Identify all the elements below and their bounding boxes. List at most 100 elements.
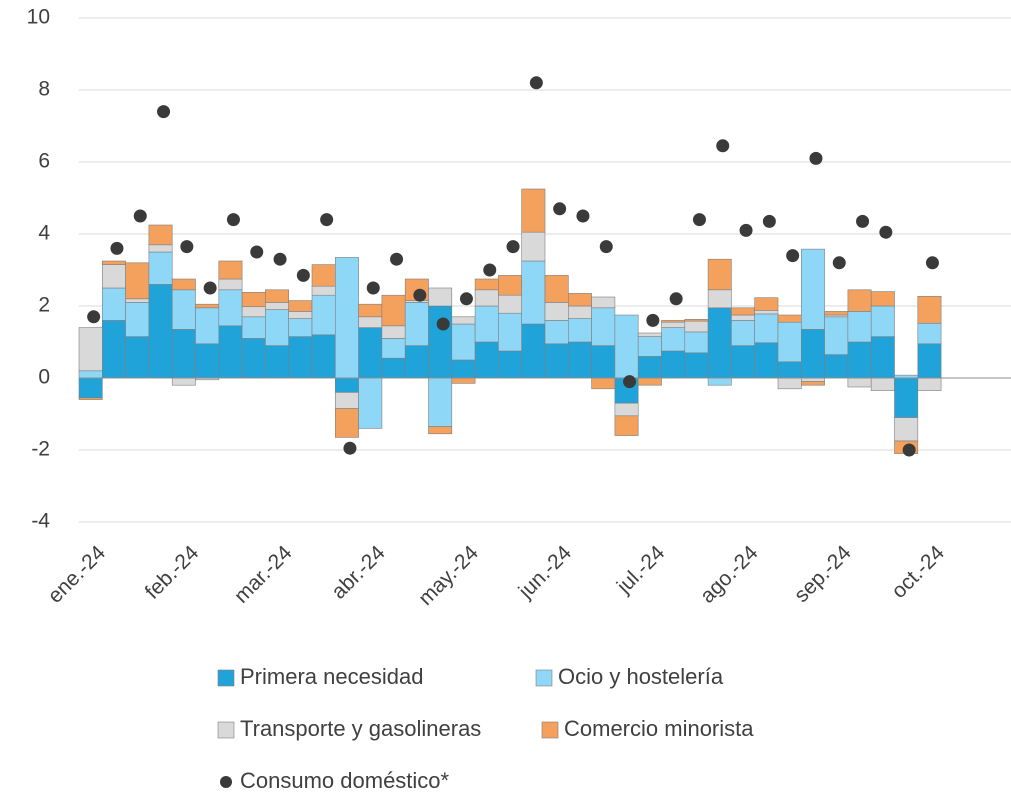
bar-segment — [171, 329, 196, 379]
bar-segment — [824, 311, 849, 316]
bar-segment — [894, 377, 919, 418]
bar-segment — [754, 297, 779, 311]
y-tick-label: -4 — [31, 510, 50, 533]
bar-segment — [428, 305, 453, 379]
point — [87, 310, 101, 324]
bar-segment — [567, 293, 592, 307]
bar-segment — [684, 320, 709, 333]
bar-segment — [544, 320, 569, 345]
bar-segment — [148, 244, 173, 253]
bar-segment — [498, 275, 522, 296]
y-tick-label: 10 — [27, 6, 50, 29]
bar-segment — [288, 311, 313, 319]
bar-segment — [195, 307, 220, 345]
bar-segment — [218, 289, 243, 327]
bar-segment — [591, 345, 616, 379]
bar-segment — [125, 262, 150, 300]
bar-segment — [800, 329, 825, 379]
point — [529, 76, 543, 90]
bar-segment — [451, 316, 476, 325]
point — [273, 252, 287, 266]
bar-segment — [334, 392, 359, 409]
bar-segment — [707, 258, 732, 291]
bar-segment — [591, 377, 616, 390]
x-tick-label: abr.-24 — [327, 541, 390, 604]
bar-segment — [614, 402, 639, 417]
point — [623, 375, 637, 389]
legend-label: Primera necesidad — [240, 664, 423, 689]
point — [879, 225, 893, 239]
bar-segment — [148, 224, 173, 246]
point — [832, 256, 846, 270]
bar-segment — [614, 314, 639, 379]
bar-segment — [684, 352, 709, 379]
bar-segment — [661, 321, 686, 328]
bar-segment — [265, 302, 289, 310]
point — [809, 151, 823, 165]
point — [483, 263, 497, 277]
y-tick-label: 6 — [38, 150, 50, 173]
bar-segment — [870, 336, 895, 379]
point — [203, 281, 217, 295]
point — [902, 443, 916, 457]
bar-segment — [544, 302, 569, 321]
bar-segment — [731, 345, 756, 379]
bar-segment — [474, 305, 499, 343]
bar-segment — [381, 294, 406, 327]
point — [390, 252, 404, 266]
point — [296, 268, 310, 282]
bar-segment — [637, 377, 662, 386]
bar-segment — [731, 307, 756, 316]
bar-segment — [777, 377, 802, 390]
bar-segment — [498, 294, 522, 314]
bar-segment — [591, 307, 616, 346]
bar-segment — [917, 377, 942, 391]
point — [157, 105, 171, 119]
x-tick-label: feb.-24 — [141, 541, 204, 604]
bar-segment — [404, 345, 429, 379]
legend-label: Comercio minorista — [564, 716, 754, 741]
bar-segment — [684, 319, 709, 322]
bar-segment — [78, 377, 103, 399]
bar-segment — [218, 260, 243, 280]
legend-swatch — [535, 669, 553, 687]
bar-segment — [428, 426, 453, 435]
bar-segment — [661, 320, 686, 323]
bar-segment — [800, 377, 825, 382]
point — [762, 214, 776, 228]
legend-swatch — [217, 669, 235, 687]
bar-segment — [544, 343, 569, 379]
bar-segment — [521, 188, 546, 233]
bar-segment — [358, 316, 383, 328]
legend-label: Transporte y gasolineras — [240, 716, 481, 741]
bar-segment — [78, 397, 103, 400]
y-tick-label: 2 — [38, 294, 50, 317]
bar-segment — [195, 303, 220, 309]
bar-segment — [661, 327, 686, 352]
bar-segment — [148, 284, 173, 379]
bar-segment — [311, 285, 336, 296]
bar-segment — [334, 377, 359, 393]
point — [553, 202, 567, 216]
x-tick-label: jun.-24 — [514, 541, 577, 604]
bar-segment — [381, 338, 406, 359]
bar-segment — [824, 354, 849, 379]
bar-segment — [474, 278, 499, 291]
bar-segment — [894, 417, 919, 442]
bar-segment — [870, 305, 895, 337]
x-tick-label: mar.-24 — [230, 541, 297, 608]
bar-segment — [451, 359, 476, 379]
bar-segment — [148, 251, 173, 285]
bar-segment — [241, 306, 266, 318]
point — [436, 317, 450, 331]
point — [459, 292, 473, 306]
bar-segment — [288, 318, 313, 337]
bar-segment — [684, 331, 709, 354]
bar-segment — [311, 294, 336, 336]
point — [413, 288, 427, 302]
x-tick-label: jul.-24 — [612, 541, 670, 599]
bar-segment — [288, 300, 313, 312]
bar-segment — [265, 309, 289, 346]
legend-swatch — [220, 776, 232, 788]
bar-segment — [800, 381, 825, 386]
